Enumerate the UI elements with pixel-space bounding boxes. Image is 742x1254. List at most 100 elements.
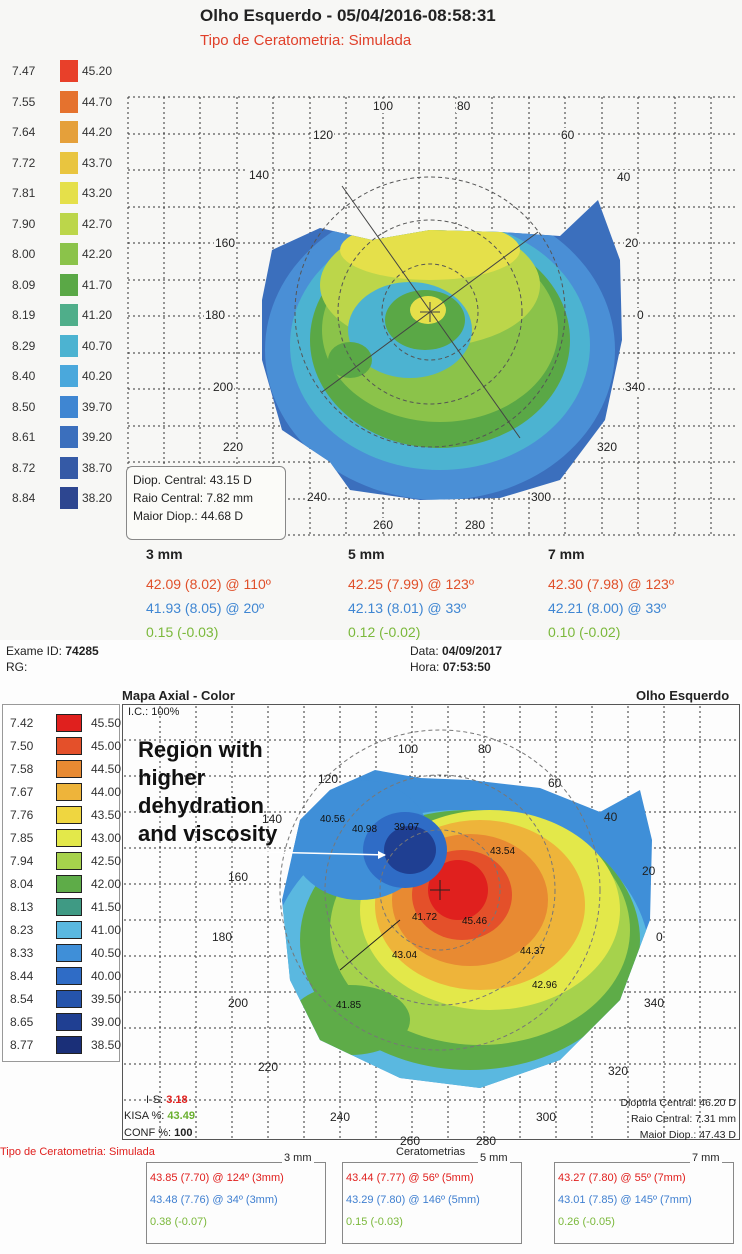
kisa-value: 43.49 <box>167 1110 195 1122</box>
legend-radius: 7.94 <box>10 854 34 868</box>
legend-radius: 7.67 <box>10 785 34 799</box>
legend-swatch <box>60 273 78 296</box>
point-value: 40.98 <box>352 824 378 835</box>
point-value: 40.56 <box>320 814 346 825</box>
top-central-radius: Raio Central: 7.82 mm <box>133 491 254 505</box>
legend-row: 7.85 43.00 <box>6 827 121 850</box>
zone-box <box>146 1162 326 1244</box>
top-central-diop: Diop. Central: 43.15 D <box>133 473 252 487</box>
legend-diopter: 41.20 <box>82 308 113 322</box>
zone-box <box>554 1162 734 1244</box>
angle-label: 40 <box>616 170 632 184</box>
zone-steep: 42.09 (8.02) @ 110º <box>146 576 271 592</box>
legend-radius: 8.33 <box>10 946 34 960</box>
legend-radius: 8.00 <box>12 247 36 261</box>
angle-label: 80 <box>456 99 472 113</box>
legend-diopter: 39.50 <box>91 992 122 1006</box>
legend-row: 7.94 42.50 <box>6 850 121 873</box>
angle-label: 300 <box>530 490 553 504</box>
legend-row: 8.13 41.50 <box>6 896 121 919</box>
conf-label: CONF %: <box>124 1127 172 1139</box>
zone-flat: 43.29 (7.80) @ 146º (5mm) <box>346 1194 480 1206</box>
zone-diff: 0.38 (-0.07) <box>150 1216 207 1228</box>
angle-label: 320 <box>596 440 619 454</box>
zone-diff: 0.15 (-0.03) <box>146 624 219 640</box>
angle-label: 180 <box>212 930 233 944</box>
legend-swatch <box>60 151 78 174</box>
legend-swatch <box>60 426 78 448</box>
legend-row: 8.61 39.20 <box>0 424 113 452</box>
legend-diopter: 40.00 <box>91 969 122 983</box>
legend-swatch <box>56 1036 82 1054</box>
angle-label: 300 <box>536 1110 557 1124</box>
legend-row: 8.72 38.70 <box>0 455 113 483</box>
legend-radius: 8.09 <box>12 277 36 292</box>
angle-label: 140 <box>248 168 271 182</box>
angle-label: 0 <box>656 930 663 944</box>
map-frame <box>122 704 740 1140</box>
legend-swatch <box>60 90 78 113</box>
point-value: 43.54 <box>490 846 516 857</box>
legend-swatch <box>56 921 82 939</box>
point-value: 45.46 <box>462 916 488 927</box>
legend-row: 8.40 40.20 <box>0 363 113 391</box>
legend-diopter: 40.70 <box>82 338 113 353</box>
legend-swatch <box>56 829 82 847</box>
legend-swatch <box>56 1013 82 1031</box>
bottom-central-diop: Dioptria Central: 46.20 D <box>620 1097 736 1109</box>
kisa-row: KISA %: 43.49 <box>124 1110 195 1122</box>
legend-swatch <box>56 737 82 755</box>
eye-label: Olho Esquerdo <box>636 688 730 703</box>
angle-label: 120 <box>318 772 339 786</box>
angle-label: 340 <box>624 380 647 394</box>
annotation-text: Region with higher dehydration and visco… <box>138 737 278 846</box>
legend-diopter: 39.00 <box>91 1015 122 1029</box>
legend-swatch <box>60 487 78 509</box>
top-panel: Olho Esquerdo - 05/04/2016-08:58:31 Tipo… <box>0 6 738 640</box>
angle-label: 100 <box>372 99 395 113</box>
legend-diopter: 44.00 <box>91 785 122 799</box>
legend-diopter: 39.20 <box>82 430 113 444</box>
ic-label: I.C.: 100% <box>128 706 180 718</box>
legend-row: 8.29 40.70 <box>0 333 113 361</box>
legend-diopter: 42.50 <box>91 854 122 868</box>
legend-swatch <box>56 806 82 824</box>
angle-label: 260 <box>400 1134 421 1148</box>
legend-swatch <box>60 121 78 143</box>
angle-label: 20 <box>642 864 656 878</box>
legend-radius: 8.65 <box>10 1015 34 1029</box>
legend-row: 8.65 39.00 <box>6 1011 121 1034</box>
zone-steep: 43.85 (7.70) @ 124º (3mm) <box>150 1172 284 1184</box>
angle-label: 100 <box>398 742 419 756</box>
zone-label: 7 mm <box>548 546 585 562</box>
legend-radius: 7.90 <box>12 216 36 231</box>
legend-row: 8.50 39.70 <box>0 394 112 422</box>
legend-swatch <box>60 395 78 418</box>
legend-radius: 7.47 <box>12 64 36 78</box>
zone-diff: 0.26 (-0.05) <box>558 1216 615 1228</box>
rg-label: RG: <box>6 660 28 674</box>
zone-steep: 43.44 (7.77) @ 56º (5mm) <box>346 1172 474 1184</box>
annotation-arrowhead <box>378 851 386 859</box>
legend-diopter: 38.20 <box>82 491 113 505</box>
angle-label: 280 <box>464 518 487 532</box>
time-value: 07:53:50 <box>442 660 491 674</box>
angle-label: 220 <box>258 1060 279 1074</box>
legend-radius: 7.42 <box>10 716 34 730</box>
legend-row: 8.23 41.00 <box>6 919 121 942</box>
top-max-diop: Maior Diop.: 44.68 D <box>133 509 244 523</box>
conf-row: CONF %: 100 <box>124 1127 192 1139</box>
angle-label: 60 <box>548 776 562 790</box>
legend-diopter: 42.70 <box>82 216 113 231</box>
legend-diopter: 43.00 <box>91 831 122 845</box>
legend-row: 8.19 41.20 <box>0 302 113 330</box>
legend-diopter: 38.70 <box>82 460 113 475</box>
legend-radius: 7.64 <box>12 125 36 139</box>
legend-row: 7.58 44.50 <box>6 758 121 781</box>
kerat-type-rest: Ceratometria: Simulada <box>39 1146 155 1158</box>
legend-row: 8.33 40.50 <box>6 942 121 965</box>
legend-radius: 8.19 <box>12 308 36 322</box>
legend-diopter: 40.20 <box>82 369 113 383</box>
legend-radius: 8.13 <box>10 900 34 914</box>
angle-label: 140 <box>262 812 283 826</box>
